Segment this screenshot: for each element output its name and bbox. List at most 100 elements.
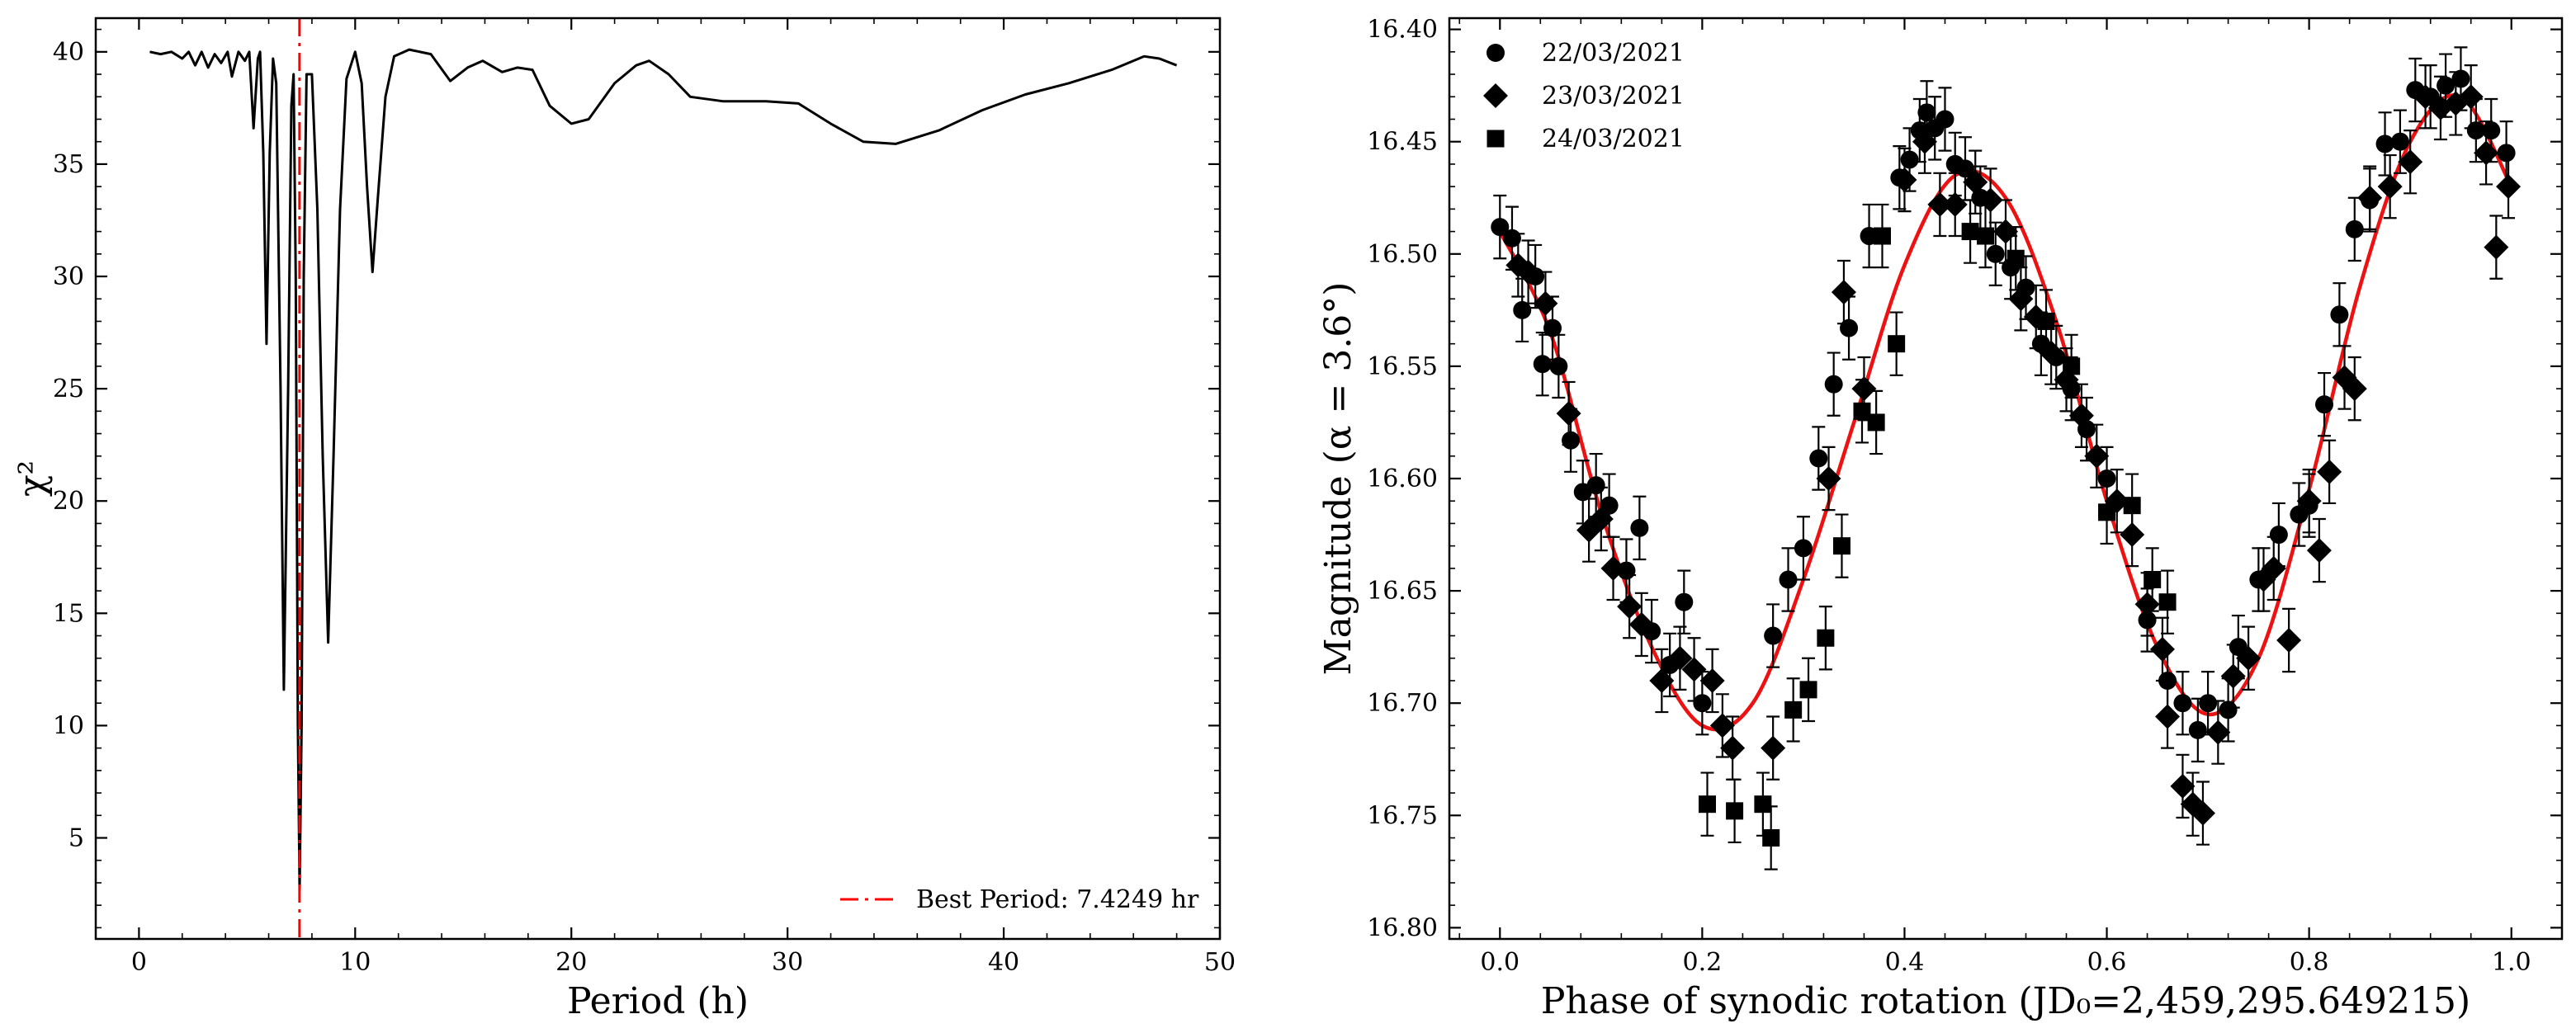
data-point [2398, 149, 2423, 175]
data-point [1699, 667, 1725, 693]
data-point [2497, 144, 2516, 163]
data-point [2068, 403, 2094, 428]
data-point [1630, 518, 1649, 537]
data-point [1681, 657, 1707, 682]
y-tick-label: 16.40 [1367, 16, 1438, 45]
data-point [2377, 174, 2403, 200]
data-point [2098, 503, 2116, 521]
data-point [1986, 244, 2005, 263]
data-point [1817, 629, 1835, 647]
data-point [1840, 318, 1859, 337]
plot-frame [1448, 17, 2564, 941]
data-point [2037, 312, 2055, 330]
data-point [2205, 719, 2231, 745]
chi2-curve [149, 48, 1178, 891]
data-point [2158, 593, 2177, 611]
y-tick-label: 16.50 [1367, 240, 1438, 269]
y-tick-label: 20 [53, 487, 84, 516]
data-point [2484, 234, 2509, 260]
data-point [2006, 249, 2025, 267]
data-point [2345, 219, 2364, 238]
data-point [1927, 191, 1953, 217]
y-tick-label: 16.60 [1367, 465, 1438, 493]
legend-marker [1487, 130, 1505, 148]
data-point [1900, 150, 1919, 169]
data-point [1726, 802, 1744, 820]
legend-marker [1483, 83, 1508, 108]
data-point [2220, 663, 2246, 689]
data-point [2317, 459, 2342, 484]
y-tick-label: 35 [53, 150, 84, 179]
legend-label: 23/03/2021 [1542, 82, 1685, 111]
data-point [2482, 121, 2501, 140]
y-tick-label: 16.80 [1367, 913, 1438, 942]
data-point [2190, 800, 2215, 826]
x-axis-title: Period (h) [567, 980, 749, 1022]
y-tick-label: 5 [69, 824, 84, 853]
x-tick-label: 0.8 [2290, 948, 2329, 977]
data-point [1976, 227, 1994, 245]
data-point [2097, 469, 2116, 488]
data-point [1549, 356, 1568, 375]
data-point [2315, 395, 2334, 414]
y-tick-label: 10 [53, 711, 84, 740]
data-point [1491, 218, 1510, 237]
y-tick-label: 16.45 [1367, 128, 1438, 157]
x-tick-label: 0 [131, 948, 147, 977]
data-point [2413, 84, 2438, 110]
data-point [1600, 496, 1619, 515]
data-point [1809, 449, 1828, 468]
data-point [2375, 134, 2394, 153]
legend-marker [1487, 44, 1505, 62]
y-tick-label: 16.75 [1367, 801, 1438, 830]
y-tick-label: 25 [53, 375, 84, 403]
data-point [1917, 103, 1936, 122]
data-point [2008, 286, 2034, 312]
y-tick-label: 16.55 [1367, 352, 1438, 381]
data-point [2474, 140, 2499, 166]
data-point [2063, 357, 2081, 375]
x-tick-label: 0.4 [1885, 948, 1925, 977]
data-point [1600, 555, 1626, 581]
data-point [1617, 594, 1642, 620]
data-point [2306, 538, 2332, 564]
data-point [1832, 537, 1850, 555]
data-point [1628, 611, 1654, 637]
data-point [2330, 305, 2349, 324]
data-point [1784, 700, 1803, 719]
data-point [2276, 627, 2302, 653]
data-point [1649, 667, 1675, 693]
data-point [1912, 129, 1937, 154]
data-point [1543, 318, 1562, 337]
data-point [2236, 645, 2262, 671]
data-point [1762, 829, 1780, 847]
data-point [1588, 506, 1614, 531]
data-point [1709, 713, 1735, 738]
data-point [2199, 694, 2218, 713]
data-point [2219, 700, 2238, 719]
y-axis-title: Magnitude (α = 3.6°) [1317, 282, 1359, 676]
x-tick-label: 30 [772, 948, 803, 977]
data-point [2458, 84, 2484, 110]
data-point [1513, 300, 1532, 319]
data-point [1892, 167, 1917, 192]
data-point [1533, 290, 1558, 316]
data-point [2342, 376, 2367, 402]
x-tick-label: 40 [988, 948, 1019, 977]
data-point [1693, 694, 1712, 713]
data-point [2390, 132, 2409, 151]
data-point [1675, 592, 1694, 611]
data-point [1851, 376, 1877, 402]
data-point [2123, 497, 2141, 515]
x-tick-label: 10 [339, 948, 371, 977]
data-point [2188, 720, 2207, 739]
data-point [1533, 355, 1552, 374]
data-point [2296, 488, 2322, 514]
lightcurve-chart: 0.0 0.2 0.4 0.6 0.8 1.0 16.40 16.45 16.50 16.55 16… [1317, 16, 2564, 1022]
data-point [2155, 704, 2181, 729]
data-point [1698, 795, 1716, 814]
chi2-periodogram-chart: 0 10 20 30 40 50 5 10 15 20 25 30 35 40 Period (h) χ² Be… [12, 17, 1236, 1022]
data-point [1720, 735, 1746, 761]
legend-label: 24/03/2021 [1542, 125, 1685, 153]
